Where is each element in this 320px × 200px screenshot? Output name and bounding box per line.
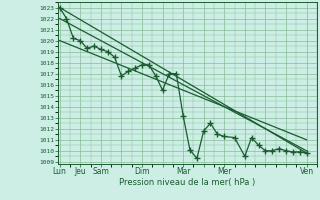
X-axis label: Pression niveau de la mer( hPa ): Pression niveau de la mer( hPa ): [119, 178, 255, 187]
